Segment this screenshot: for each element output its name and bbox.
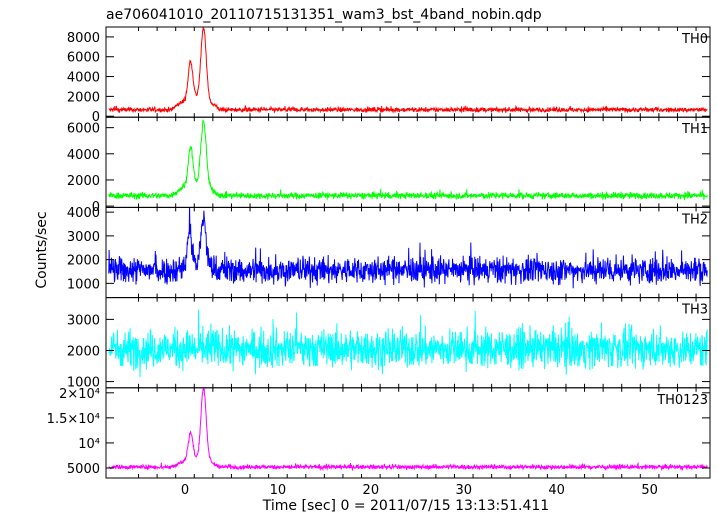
panel-th3: 1000 2000 3000 TH3 (67, 297, 711, 391)
y-tick-label: 4000 (67, 206, 100, 221)
y-tick-label: 5000 (67, 462, 100, 477)
x-tick-label: 30 (455, 483, 472, 498)
series-line-th2 (108, 207, 708, 289)
y-tick-label: 2000 (67, 90, 100, 105)
panel-label: TH0123 (656, 393, 708, 408)
y-tick-label: 10⁴ (78, 437, 100, 452)
series-line-th0 (108, 27, 708, 114)
y-tick-label: 0 (92, 200, 100, 215)
y-tick-label: 6000 (67, 51, 100, 66)
y-tick-label: 1000 (67, 376, 100, 391)
panel-th0: 0 2000 4000 6000 8000 TH0 (67, 26, 711, 125)
y-tick-label: 0 (92, 110, 100, 125)
y-tick-label: 3000 (67, 313, 100, 328)
y-tick-label: 6000 (67, 122, 100, 137)
panel-th1: 0 2000 4000 6000 TH1 (67, 116, 711, 215)
panel-th2: 1000 2000 3000 4000 TH2 (67, 206, 711, 299)
x-tick-label: 20 (363, 483, 380, 498)
x-axis-label: Time [sec] 0 = 2011/07/15 13:13:51.411 (262, 498, 549, 514)
y-tick-label: 1000 (67, 277, 100, 292)
panel-frame (105, 387, 711, 479)
panel-frame (105, 206, 711, 299)
x-tick-label: 50 (641, 483, 658, 498)
panel-label: TH0 (681, 32, 708, 47)
panel-th0123: 5000 10⁴ 1.5×10⁴ 2×10⁴ TH0123 (47, 387, 711, 479)
panel-label: TH3 (681, 303, 708, 318)
panel-label: TH1 (681, 122, 708, 137)
x-tick-label: 0 (181, 483, 189, 498)
x-tick-label: 40 (548, 483, 565, 498)
y-tick-label: 8000 (67, 31, 100, 46)
y-tick-label: 4000 (67, 148, 100, 163)
y-tick-label: 3000 (67, 230, 100, 245)
x-tick-label: 10 (270, 483, 287, 498)
panel-frame (105, 26, 711, 118)
y-tick-label: 2000 (67, 254, 100, 269)
series-line-th0123 (108, 387, 708, 472)
series-line-th3 (108, 309, 708, 378)
panel-label: TH2 (681, 212, 708, 227)
y-tick-label: 2000 (67, 174, 100, 189)
y-tick-label: 1.5×10⁴ (47, 412, 100, 427)
y-tick-label: 2000 (67, 344, 100, 359)
y-axis-label: Counts/sec (34, 211, 50, 288)
series-line-th1 (108, 119, 708, 201)
chart-title: ae706041010_20110715131351_wam3_bst_4ban… (106, 7, 542, 23)
y-tick-label: 2×10⁴ (59, 387, 100, 402)
y-tick-label: 4000 (67, 71, 100, 86)
